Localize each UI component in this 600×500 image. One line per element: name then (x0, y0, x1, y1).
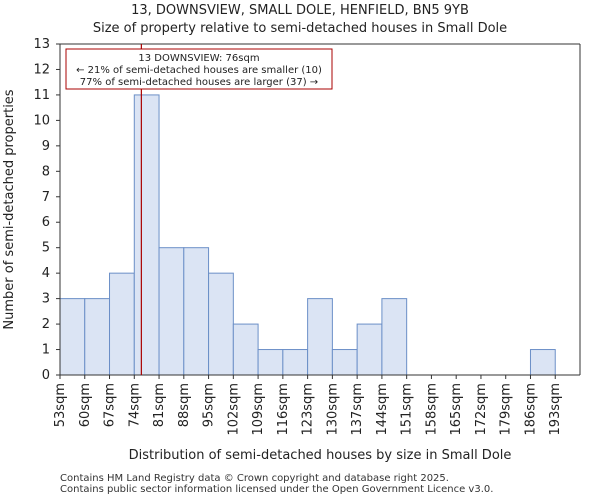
x-axis-label: Distribution of semi-detached houses by … (129, 448, 512, 463)
annotation-line-2: ← 21% of semi-detached houses are smalle… (76, 65, 322, 76)
x-tick-label: 74sqm (127, 383, 142, 427)
bar-186sqm (529, 349, 556, 376)
bar-67sqm (109, 272, 135, 376)
x-tick-label: 116sqm (276, 383, 291, 436)
x-tick-label: 137sqm (350, 383, 365, 436)
y-tick-label: 10 (33, 113, 50, 128)
footer-line-1: Contains HM Land Registry data © Crown c… (60, 473, 449, 484)
bar-137sqm (356, 323, 383, 376)
x-tick-label: 102sqm (226, 383, 241, 436)
y-tick-label: 6 (42, 215, 50, 230)
x-tick-label: 130sqm (325, 383, 340, 436)
x-tick-label: 158sqm (424, 383, 439, 436)
y-axis-label: Number of semi-detached properties (2, 89, 17, 329)
y-tick-label: 12 (33, 62, 50, 77)
y-tick-label: 0 (42, 368, 50, 383)
x-tick-label: 179sqm (499, 383, 514, 436)
y-tick-label: 1 (42, 343, 50, 358)
x-tick-label: 67sqm (103, 383, 118, 427)
bars-group (59, 94, 556, 376)
annotation-line-1: 13 DOWNSVIEW: 76sqm (138, 53, 259, 64)
bar-144sqm (381, 298, 408, 376)
x-tick-label: 123sqm (301, 383, 316, 436)
x-tick-label: 172sqm (474, 383, 489, 436)
x-axis: 53sqm 60sqm 67sqm 74sqm 81sqm 88sqm 95sqm 102sq… (53, 375, 563, 436)
bar-74sqm (133, 94, 160, 376)
x-tick-label: 81sqm (152, 383, 167, 427)
annotation-box (65, 48, 333, 90)
x-tick-label: 165sqm (449, 383, 464, 436)
bar-123sqm (307, 298, 333, 376)
bar-81sqm (158, 247, 185, 376)
footer-line-2: Contains public sector information licen… (60, 484, 494, 495)
x-tick-label: 186sqm (523, 383, 538, 436)
annotation-line-3: 77% of semi-detached houses are larger (… (80, 77, 318, 88)
x-tick-label: 88sqm (177, 383, 192, 427)
x-tick-label: 193sqm (548, 383, 563, 436)
y-tick-label: 3 (42, 292, 50, 307)
y-tick-label: 7 (42, 190, 50, 205)
bar-88sqm (183, 247, 210, 376)
bar-130sqm (331, 349, 358, 376)
y-tick-label: 4 (42, 266, 50, 281)
bar-109sqm (257, 349, 284, 376)
bar-60sqm (84, 298, 111, 376)
chart-title: 13, DOWNSVIEW, SMALL DOLE, HENFIELD, BN5… (131, 3, 469, 18)
y-tick-label: 2 (42, 317, 50, 332)
y-tick-label: 8 (42, 164, 50, 179)
chart-subtitle: Size of property relative to semi-detach… (92, 21, 508, 36)
y-tick-label: 11 (33, 88, 50, 103)
y-tick-label: 5 (42, 241, 50, 256)
y-tick-label: 13 (33, 37, 50, 52)
bar-116sqm (282, 349, 309, 376)
bar-102sqm (232, 323, 259, 376)
x-tick-label: 53sqm (53, 383, 68, 427)
x-tick-label: 60sqm (78, 383, 93, 427)
x-tick-label: 95sqm (202, 383, 217, 427)
bar-53sqm (59, 298, 86, 376)
y-tick-label: 9 (42, 139, 50, 154)
bar-95sqm (208, 272, 234, 376)
x-tick-label: 144sqm (375, 383, 390, 436)
x-tick-label: 151sqm (400, 383, 415, 436)
x-tick-label: 109sqm (251, 383, 266, 436)
